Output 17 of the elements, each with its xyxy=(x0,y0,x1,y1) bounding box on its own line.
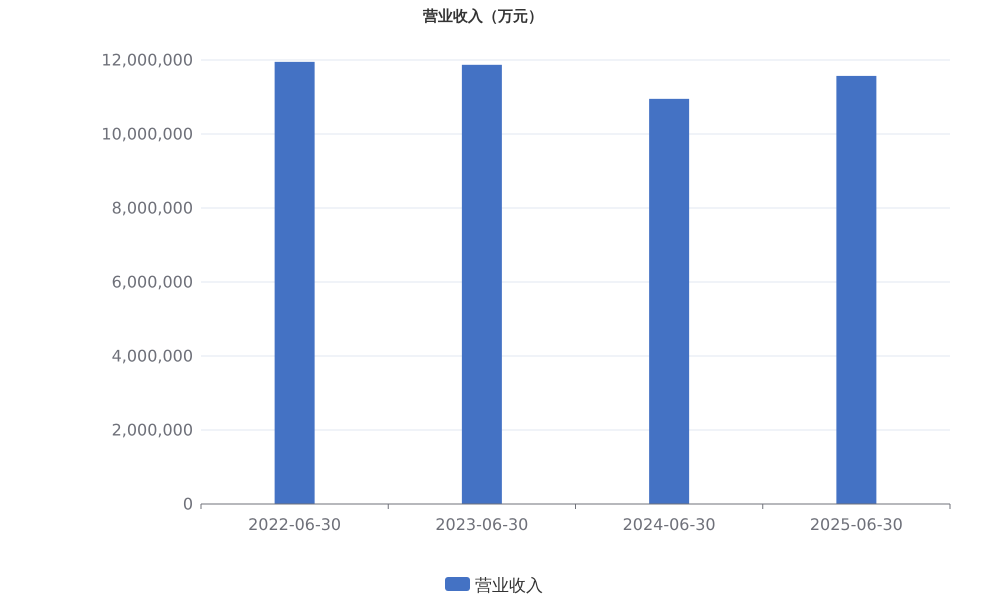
y-tick-label: 8,000,000 xyxy=(112,198,193,218)
y-tick-label: 6,000,000 xyxy=(112,272,193,292)
chart-title: 营业收入（万元） xyxy=(422,7,543,25)
x-tick-label: 2025-06-30 xyxy=(810,515,903,534)
x-tick-label: 2023-06-30 xyxy=(435,515,528,534)
bar xyxy=(836,76,876,504)
x-tick-label: 2024-06-30 xyxy=(622,515,716,534)
y-tick-label: 0 xyxy=(182,494,193,514)
bar xyxy=(274,62,315,504)
y-tick-label: 4,000,000 xyxy=(112,346,193,366)
y-tick-label: 2,000,000 xyxy=(112,420,193,440)
x-tick-label: 2022-06-30 xyxy=(248,515,342,534)
bar xyxy=(649,98,690,504)
bar xyxy=(462,64,502,504)
legend-label: 营业收入 xyxy=(475,576,543,596)
y-tick-label: 12,000,000 xyxy=(101,50,193,70)
y-tick-label: 10,000,000 xyxy=(101,124,193,144)
